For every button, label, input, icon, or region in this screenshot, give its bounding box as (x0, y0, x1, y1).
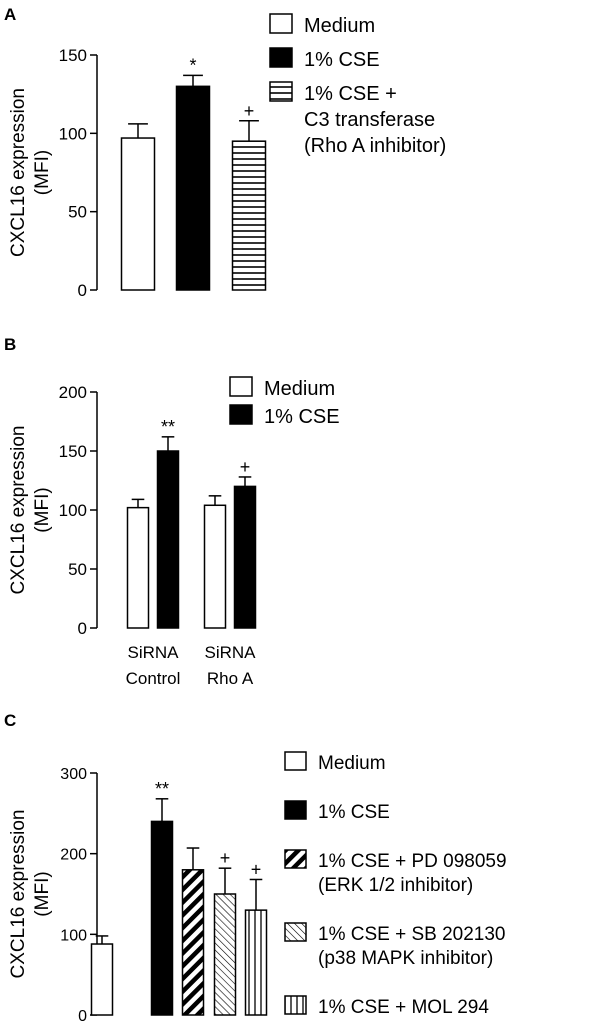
legend-label: 1% CSE (318, 802, 390, 823)
bar (126, 506, 150, 629)
y-axis-title: CXCL16 expression (8, 426, 29, 595)
y-tick-label: 200 (59, 383, 87, 402)
significance-marker: ** (161, 417, 175, 437)
legend-swatch (269, 13, 293, 34)
legend-swatch (284, 800, 307, 820)
legend-label: Medium (304, 15, 375, 37)
bar (175, 85, 211, 291)
panel-label-c: C (4, 711, 16, 730)
legend-swatch (284, 995, 307, 1015)
bar (150, 820, 174, 1016)
legend-swatch (229, 376, 253, 397)
legend-swatch (284, 922, 307, 942)
legend-label: 1% CSE (264, 406, 340, 428)
y-axis-title: CXCL16 expression (8, 810, 29, 979)
y-axis-title: (MFI) (32, 487, 53, 532)
legend-label: (p38 MAPK inhibitor) (318, 948, 493, 969)
legend-swatch (269, 81, 293, 102)
x-category-label: SiRNA (204, 643, 256, 662)
y-tick-label: 200 (60, 847, 87, 864)
legend-label: C3 transferase (304, 109, 435, 131)
bar (244, 909, 268, 1016)
y-axis-title: (MFI) (32, 871, 53, 916)
legend-label: 1% CSE + (304, 83, 397, 105)
panel-label-a: A (4, 5, 16, 24)
chart-panel-c: 0 100 200 300 CXCL16 expression (MFI) ** + + Medi… (8, 751, 507, 1022)
y-tick-label: 150 (59, 442, 87, 461)
legend-swatch (229, 404, 253, 425)
significance-marker: * (189, 55, 196, 75)
bar (231, 140, 267, 291)
legend-label: 1% CSE + PD 098059 (318, 851, 507, 872)
bar (203, 504, 227, 629)
significance-marker: + (220, 848, 231, 868)
y-tick-label: 50 (68, 560, 87, 579)
x-category-label: Control (126, 669, 181, 688)
bar (233, 485, 257, 629)
legend-label: 1% CSE + SB 202130 (318, 924, 506, 945)
legend-swatch (284, 849, 307, 869)
bar (90, 943, 114, 1016)
significance-marker: + (244, 101, 255, 121)
y-tick-label: 100 (59, 124, 87, 143)
y-tick-label: 150 (59, 46, 87, 65)
legend-label: 1% CSE + MOL 294 (318, 997, 489, 1018)
bar (213, 893, 237, 1016)
legend-label: Medium (264, 378, 335, 400)
y-tick-label: 100 (60, 927, 87, 944)
legend-swatch (284, 751, 307, 771)
bar (156, 450, 180, 629)
chart-panel-b: 0 50 100 150 200 CXCL16 expression (MFI) ** SiRN… (8, 376, 340, 688)
x-category-label: SiRNA (127, 643, 179, 662)
legend-label: Medium (318, 753, 386, 774)
y-axis-title: (MFI) (32, 150, 53, 195)
y-tick-label: 50 (68, 203, 87, 222)
y-tick-label: 0 (78, 1008, 87, 1022)
significance-marker: + (240, 457, 251, 477)
legend-swatch (269, 47, 293, 68)
y-tick-label: 300 (60, 766, 87, 783)
chart-panel-a: 0 50 100 150 CXCL16 expression (MFI) * + Medium 1… (8, 13, 446, 300)
y-axis-title: CXCL16 expression (8, 88, 29, 257)
significance-marker: ** (155, 779, 169, 799)
bar (181, 869, 205, 1016)
y-tick-label: 0 (78, 281, 87, 300)
significance-marker: + (251, 859, 262, 879)
x-category-label: Rho A (207, 669, 254, 688)
legend-label: 1% CSE (304, 49, 380, 71)
y-tick-label: 100 (59, 501, 87, 520)
legend-label: (ERK 1/2 inhibitor) (318, 875, 473, 896)
y-tick-label: 0 (78, 619, 87, 638)
legend-label: (Rho A inhibitor) (304, 135, 446, 157)
bar (120, 137, 156, 291)
panel-label-b: B (4, 335, 16, 354)
